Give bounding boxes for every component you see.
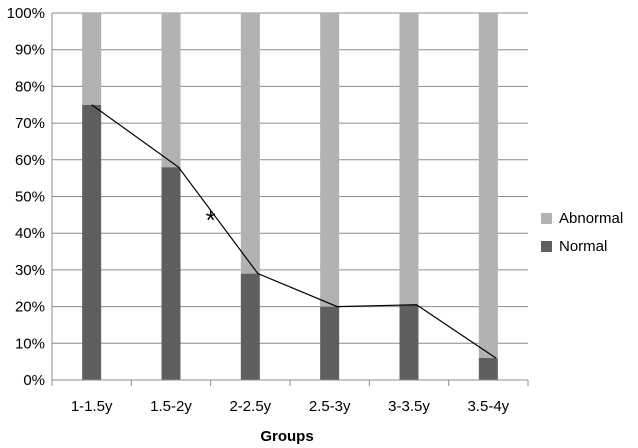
bar-abnormal-2-2.5y [240,13,260,274]
x-tick-label: 1-1.5y [71,398,113,415]
bar-abnormal-2.5-3y [320,13,340,307]
y-tick-label: 80% [15,78,45,95]
y-tick-label: 60% [15,152,45,169]
axes [51,13,529,386]
x-tick-label: 2.5-3y [309,398,351,415]
x-tick-label: 3-3.5y [388,398,430,415]
legend-label-abnormal: Abnormal [559,210,623,227]
annotations: * [206,205,216,235]
y-tick-label: 90% [15,42,45,59]
y-tick-labels: 0% 10% 20% 30% 40% 50% 60% 70% 80% 90% 100% [7,5,45,389]
legend: Abnormal Normal [541,210,623,255]
bar-abnormal-3.5-4y [478,13,498,358]
y-tick-label: 100% [7,5,45,22]
bar-normal-2.5-3y [320,306,340,380]
y-tick-label: 10% [15,335,45,352]
y-tick-label: 30% [15,262,45,279]
x-tick-label: 2-2.5y [229,398,271,415]
x-tick-labels: 1-1.5y 1.5-2y 2-2.5y 2.5-3y 3-3.5y 3.5-4y [71,398,510,415]
bars [82,13,498,380]
trend-line-group [91,104,497,359]
legend-swatch-normal [541,241,552,252]
x-tick-label: 3.5-4y [467,398,509,415]
y-tick-label: 50% [15,189,45,206]
bar-normal-1-1.5y [82,104,102,380]
y-tick-label: 0% [23,372,45,389]
bar-normal-1.5-2y [161,167,181,380]
legend-swatch-abnormal [541,213,552,224]
bar-normal-3-3.5y [399,304,419,380]
y-tick-label: 20% [15,299,45,316]
y-tick-label: 40% [15,225,45,242]
x-axis-title: Groups [260,428,313,445]
bar-normal-3.5-4y [478,357,498,380]
x-tick-label: 1.5-2y [150,398,192,415]
bar-abnormal-3-3.5y [399,13,419,305]
legend-label-normal: Normal [559,238,607,255]
gridlines [52,12,528,381]
y-tick-label: 70% [15,115,45,132]
bar-abnormal-1-1.5y [82,13,102,105]
bar-normal-2-2.5y [240,273,260,380]
significance-marker: * [206,205,216,235]
normal-trend-line [91,104,497,359]
bar-abnormal-1.5-2y [161,13,181,168]
